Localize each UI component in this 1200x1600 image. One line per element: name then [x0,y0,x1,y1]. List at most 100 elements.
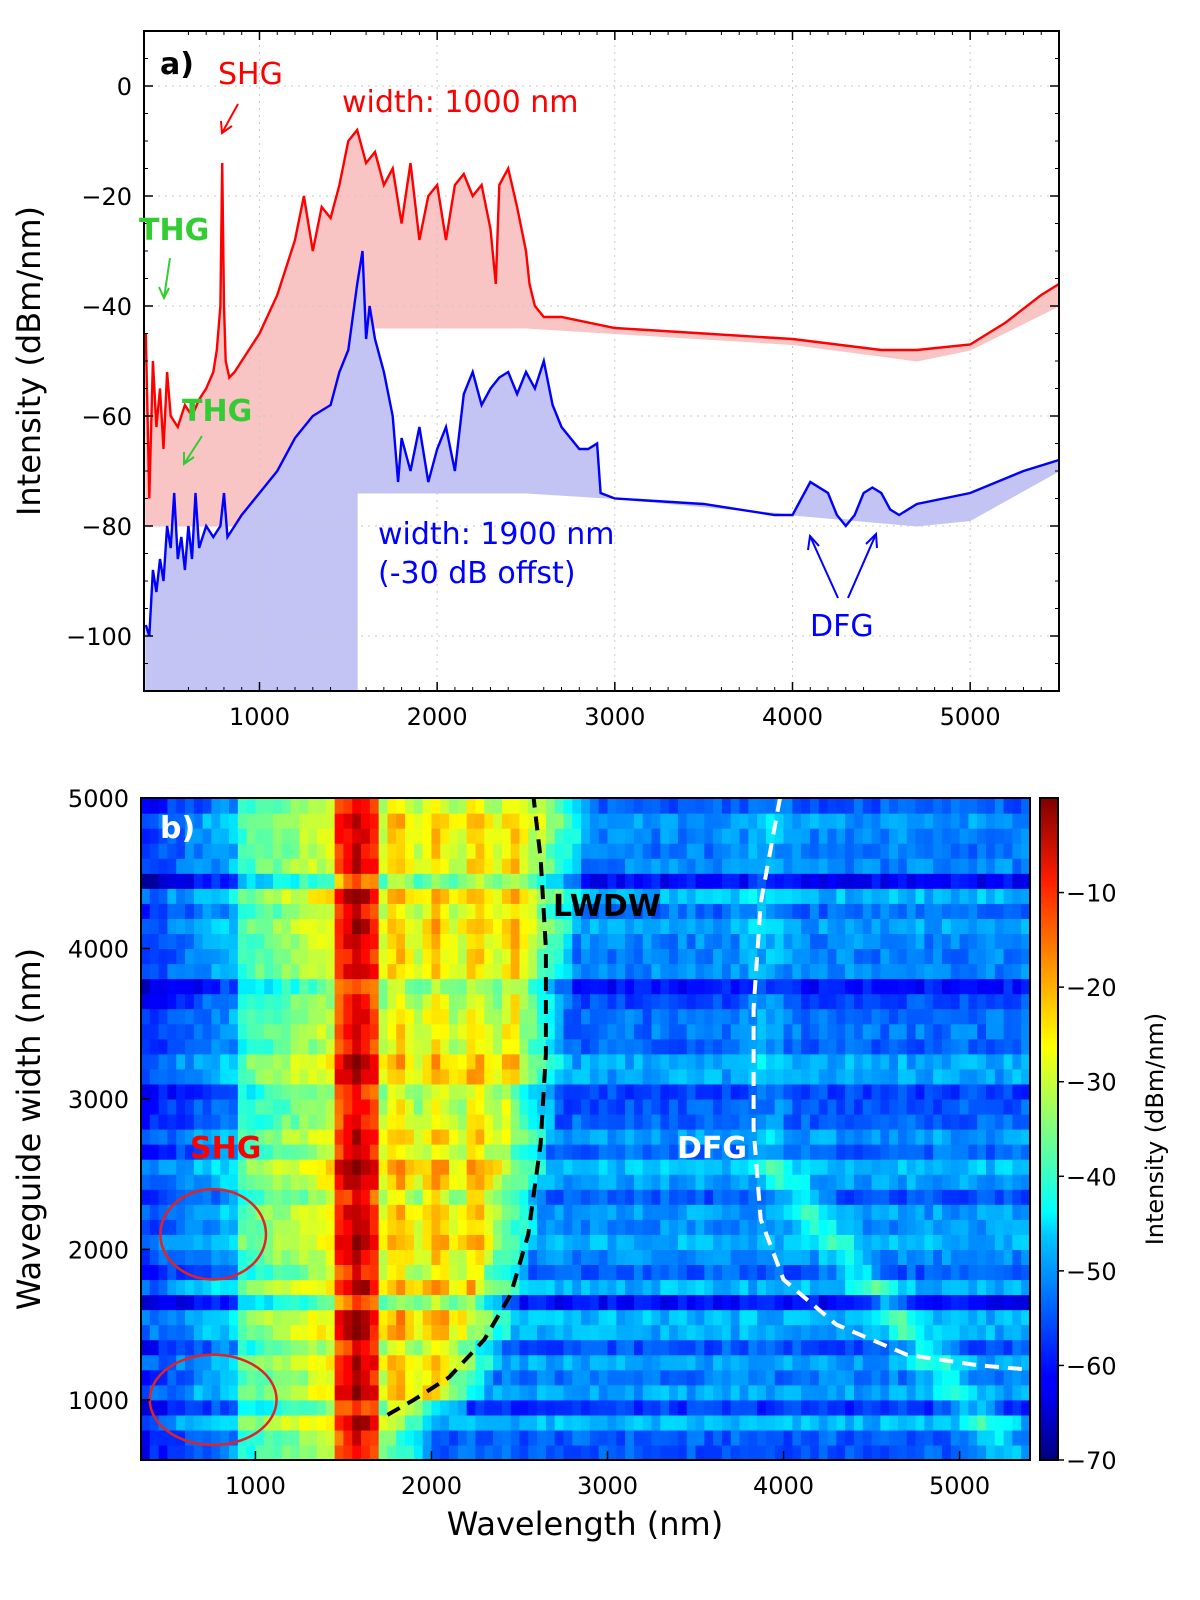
heatmap-cell [405,948,415,965]
heatmap-cell [457,978,468,995]
heatmap-cell [246,993,257,1010]
heatmap-cell [176,1053,186,1070]
lwdw-dashed-curve [386,798,548,1417]
heatmap-cell [273,1309,283,1326]
heatmap-cell [792,1038,802,1055]
heatmap-cell [255,1429,265,1446]
heatmap-cell [994,1294,1005,1311]
heatmap-cell [413,813,424,829]
heatmap-cell [677,1219,688,1235]
heatmap-cell [853,1414,864,1431]
heatmap-cell [625,1144,635,1160]
heatmap-cell [1012,1444,1022,1460]
heatmap-cell [361,858,371,874]
heatmap-cell [387,1023,397,1040]
heatmap-cell [510,1294,521,1311]
heatmap-cell [290,1174,301,1190]
heatmap-cell [853,1098,864,1115]
heatmap-cell [431,948,441,965]
heatmap-cell [317,1279,327,1296]
heatmap-cell [871,1204,881,1220]
thg-annotation-top: THG [139,213,209,248]
heatmap-cell [827,993,837,1010]
heatmap-cell [783,1189,793,1205]
heatmap-cell [889,1159,899,1175]
heatmap-cell [739,1369,749,1386]
heatmap-cell [413,1189,424,1205]
heatmap-cell [167,1083,177,1100]
heatmap-cell [616,1098,626,1115]
heatmap-cell [977,1144,987,1160]
heatmap-cell [968,843,978,859]
heatmap-cell [281,1159,292,1175]
heatmap-cell [598,1053,609,1070]
heatmap-cell [493,1068,503,1085]
heatmap-cell [457,1068,468,1085]
heatmap-cell [387,1369,397,1386]
heatmap-cell [704,1234,714,1250]
heatmap-cell [149,1174,160,1190]
heatmap-cell [977,1174,987,1190]
heatmap-cell [871,903,881,919]
heatmap-cell [757,1294,767,1311]
heatmap-cell [343,918,353,935]
heatmap-cell [158,1414,168,1431]
heatmap-cell [765,798,776,814]
heatmap-cell [308,1129,318,1145]
heatmap-cell [660,1083,670,1100]
heatmap-cell [589,978,600,995]
heatmap-cell [669,1324,679,1341]
heatmap-cell [141,888,151,904]
heatmap-cell [519,1159,529,1175]
heatmap-cell [572,1264,582,1281]
heatmap-cell [616,993,626,1010]
heatmap-cell [378,798,389,814]
heatmap-cell [660,858,670,874]
heatmap-cell [1021,1414,1030,1431]
heatmap-cell [616,1113,626,1130]
heatmap-cell [906,1113,917,1130]
heatmap-cell [1003,828,1013,844]
heatmap-cell [633,813,644,829]
heatmap-cell [642,798,653,814]
heatmap-cell [950,1189,961,1205]
heatmap-cell [633,888,644,904]
heatmap-cell [422,828,433,844]
heatmap-cell [739,888,749,904]
heatmap-cell [616,1053,626,1070]
heatmap-cell [669,918,679,935]
heatmap-cell [897,1234,908,1250]
heatmap-cell [387,1159,397,1175]
heatmap-cell [369,1324,380,1341]
heatmap-cell [959,1053,969,1070]
heatmap-cell [598,1249,609,1266]
heatmap-cell [1012,918,1022,935]
heatmap-cell [889,1234,899,1250]
heatmap-cell [977,1294,987,1311]
heatmap-cell [845,1234,855,1250]
heatmap-cell [281,798,292,814]
heatmap-cell [185,903,195,919]
heatmap-cell [545,828,556,844]
heatmap-cell [141,1053,151,1070]
heatmap-cell [607,858,617,874]
heatmap-cell [748,1083,758,1100]
heatmap-cell [924,1098,934,1115]
heatmap-cell [220,1294,230,1311]
heatmap-cell [396,1414,406,1431]
heatmap-cell [871,1249,881,1266]
heatmap-cell [501,1444,512,1460]
heatmap-cell [413,1174,424,1190]
panel-a-grid [144,31,1059,691]
heatmap-cell [933,873,943,889]
heatmap-cell [748,1294,758,1311]
heatmap-cell [185,1053,195,1070]
heatmap-cell [651,1369,661,1386]
heatmap-cell [387,1144,397,1160]
heatmap-cell [255,1264,265,1281]
heatmap-cell [229,1384,239,1401]
heatmap-cell [149,963,160,980]
heatmap-cell [290,1444,301,1460]
heatmap-cell [273,858,283,874]
